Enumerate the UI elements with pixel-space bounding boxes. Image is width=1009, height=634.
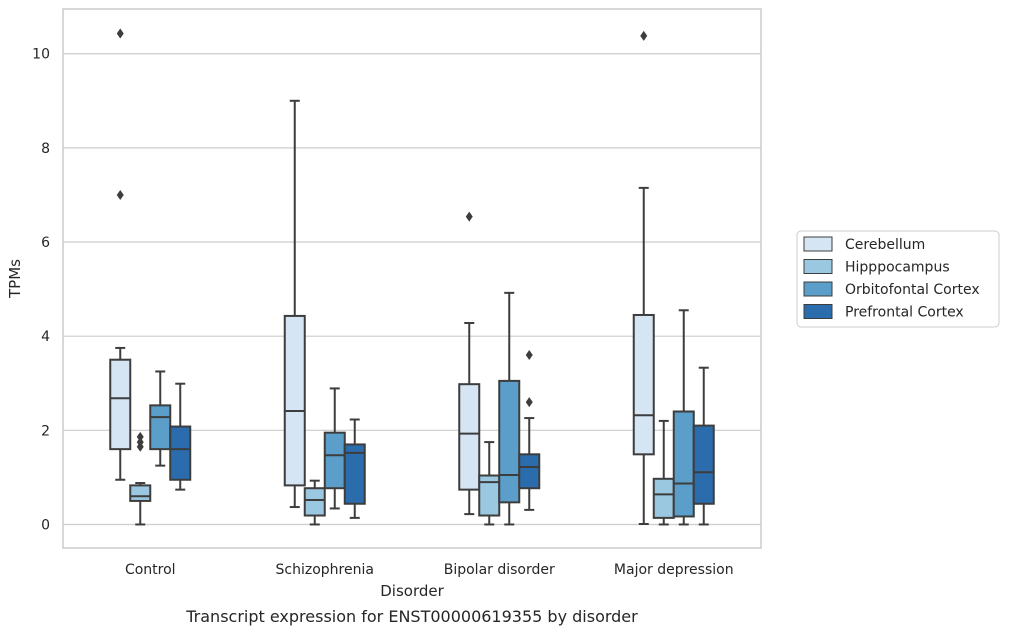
category-group bbox=[632, 30, 715, 526]
x-tick-label: Control bbox=[125, 562, 176, 578]
box-3 bbox=[498, 291, 521, 526]
iqr-box bbox=[652, 477, 675, 519]
box-groups bbox=[109, 28, 715, 526]
outlier-point bbox=[136, 431, 144, 442]
x-tick-labels: Control Schizophrenia Bipolar disorder Majo… bbox=[125, 562, 734, 578]
legend: Cerebellum Hipppocampus Orbitofontal Corte… bbox=[796, 230, 1000, 328]
iqr-box bbox=[343, 443, 366, 505]
y-tick-label: 2 bbox=[41, 423, 50, 439]
box-2 bbox=[129, 431, 152, 526]
outlier-point bbox=[116, 189, 124, 200]
iqr-box bbox=[458, 383, 481, 491]
legend-swatch bbox=[803, 281, 833, 297]
legend-frame bbox=[796, 230, 1000, 328]
category-group bbox=[283, 99, 366, 526]
y-tick-label: 4 bbox=[41, 329, 50, 345]
legend-swatch bbox=[803, 259, 833, 274]
box-3 bbox=[323, 387, 346, 510]
y-tick-label: 6 bbox=[41, 235, 50, 251]
x-tick-label: Schizophrenia bbox=[276, 562, 374, 578]
legend-swatch bbox=[803, 236, 833, 252]
box-4 bbox=[692, 366, 715, 526]
category-group bbox=[458, 211, 541, 526]
box-1 bbox=[458, 211, 481, 516]
box-4 bbox=[169, 382, 192, 491]
y-tick-label: 8 bbox=[41, 141, 50, 157]
outlier-point bbox=[136, 437, 144, 448]
x-tick-label: Bipolar disorder bbox=[444, 562, 555, 578]
gridlines bbox=[63, 53, 761, 526]
legend-label: Hipppocampus bbox=[845, 260, 950, 276]
outlier-point bbox=[465, 211, 473, 222]
iqr-box bbox=[109, 358, 132, 451]
iqr-box bbox=[692, 424, 715, 505]
box-1 bbox=[109, 28, 132, 481]
legend-item: Prefrontal Cortex bbox=[803, 304, 964, 321]
outlier-point bbox=[640, 30, 648, 41]
iqr-box bbox=[169, 425, 192, 481]
y-tick-label: 10 bbox=[32, 47, 50, 63]
box-4 bbox=[343, 418, 366, 519]
legend-item: Orbitofontal Cortex bbox=[803, 281, 980, 298]
iqr-box bbox=[518, 453, 541, 490]
iqr-box bbox=[303, 487, 326, 517]
box-2 bbox=[303, 479, 326, 526]
outlier-point bbox=[116, 28, 124, 39]
y-axis-label: TPMs bbox=[6, 259, 24, 299]
outlier-point bbox=[525, 349, 533, 360]
box-4 bbox=[518, 349, 541, 511]
iqr-box bbox=[149, 404, 172, 451]
box-2 bbox=[652, 419, 675, 526]
box-3 bbox=[672, 309, 695, 526]
iqr-box bbox=[323, 431, 346, 490]
iqr-box bbox=[632, 313, 655, 456]
legend-label: Cerebellum bbox=[845, 237, 925, 253]
plot-area-frame bbox=[62, 8, 762, 549]
iqr-box bbox=[283, 314, 306, 487]
x-tick-label: Major depression bbox=[614, 562, 734, 578]
outlier-point bbox=[525, 397, 533, 408]
legend-item: Cerebellum bbox=[803, 236, 925, 253]
chart-caption: Transcript expression for ENST0000061935… bbox=[185, 607, 638, 626]
category-group bbox=[109, 28, 192, 526]
iqr-box bbox=[672, 410, 695, 518]
legend-label: Orbitofontal Cortex bbox=[845, 282, 980, 298]
iqr-box bbox=[498, 379, 521, 504]
legend-item: Hipppocampus bbox=[803, 259, 950, 276]
box-3 bbox=[149, 370, 172, 467]
box-1 bbox=[283, 99, 306, 509]
y-tick-label: 0 bbox=[41, 517, 50, 533]
y-tick-labels: 0 2 4 6 8 10 bbox=[32, 47, 50, 534]
box-1 bbox=[632, 30, 655, 525]
x-axis-label: Disorder bbox=[380, 582, 444, 600]
legend-label: Prefrontal Cortex bbox=[845, 305, 964, 321]
iqr-box bbox=[129, 484, 152, 502]
legend-swatch bbox=[803, 304, 833, 319]
box-2 bbox=[478, 441, 501, 526]
